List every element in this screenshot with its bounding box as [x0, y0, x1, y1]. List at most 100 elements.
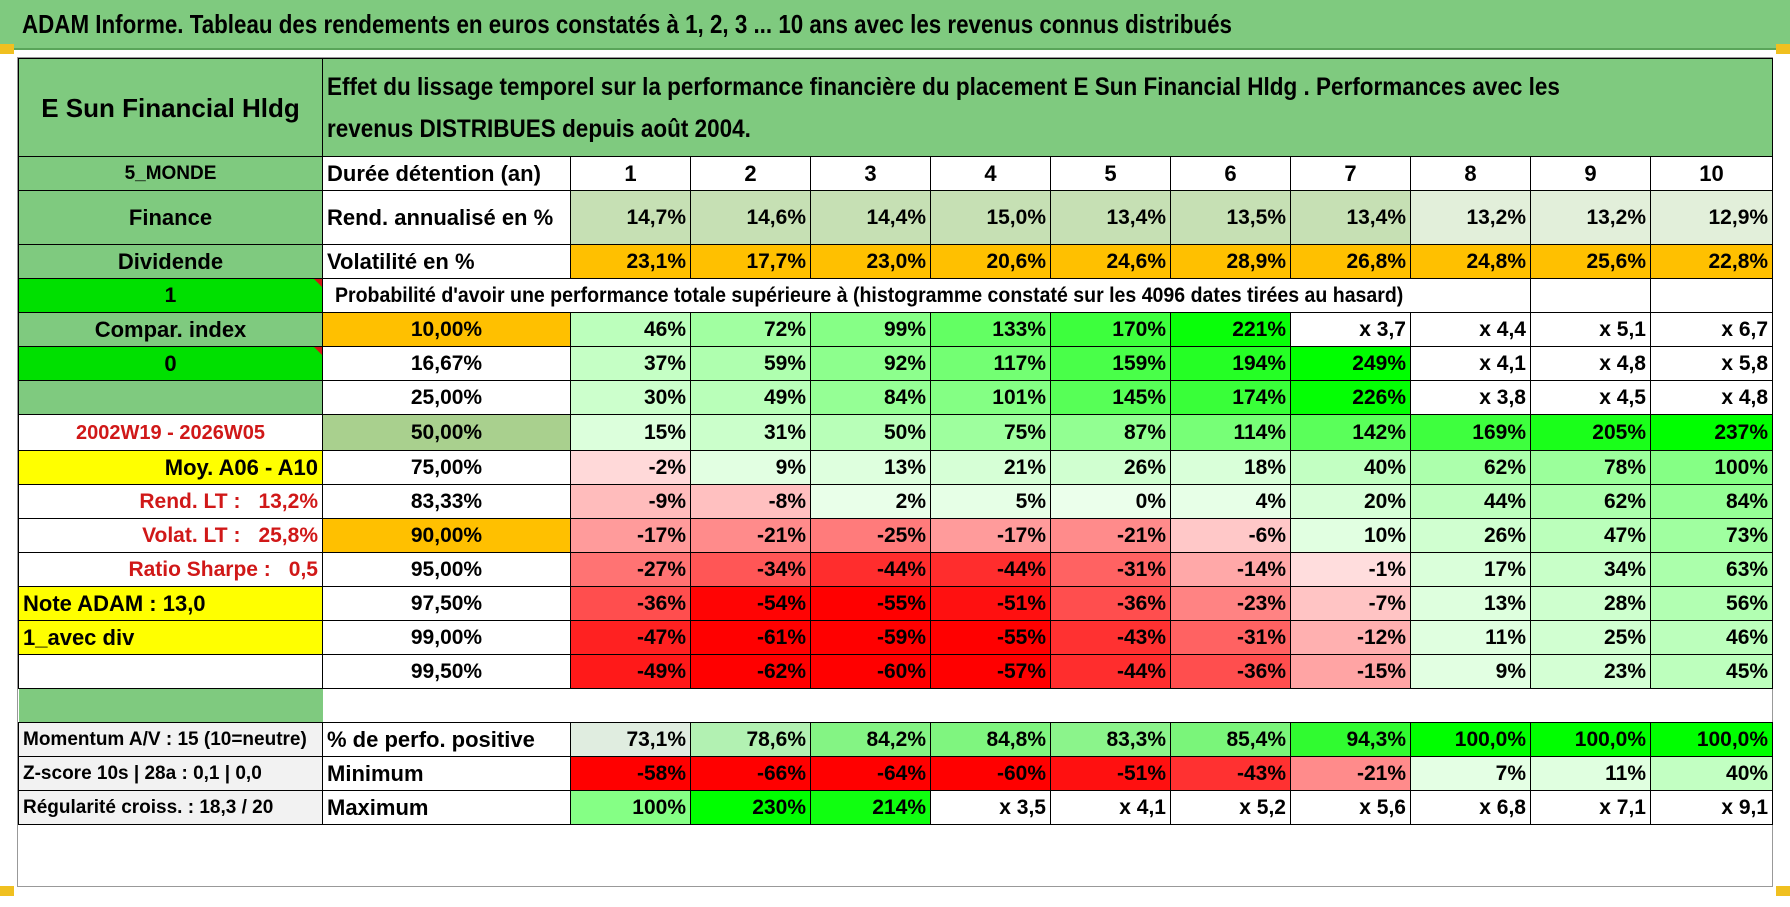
proba-value: 44% [1410, 484, 1531, 519]
proba-value: -25% [810, 518, 931, 553]
year-header: 1 [570, 156, 691, 191]
separator-left [18, 688, 323, 723]
proba-value: 142% [1290, 414, 1411, 451]
positive-value: 100,0% [1649, 722, 1774, 757]
minimum-value: 11% [1530, 756, 1651, 791]
proba-value: -31% [1170, 620, 1291, 655]
proba-value: -55% [810, 586, 931, 621]
proba-value: 2% [810, 484, 931, 519]
proba-value: x 4,8 [1530, 346, 1651, 381]
empty-cell [1530, 278, 1651, 313]
header-row: E Sun Financial Hldg Effet du lissage tem… [18, 58, 1774, 157]
proba-value: -6% [1170, 518, 1291, 553]
proba-value: -14% [1170, 552, 1291, 587]
proba-value: -43% [1050, 620, 1171, 655]
summary-row: Régularité croiss. : 18,3 / 20 Maximum 100… [18, 790, 1774, 825]
year-header: 4 [930, 156, 1051, 191]
proba-threshold: 95,00% [322, 552, 571, 587]
proba-value: -62% [690, 654, 811, 689]
proba-value: -55% [930, 620, 1051, 655]
duree-label: Durée détention (an) [322, 156, 571, 191]
proba-value: 114% [1170, 414, 1291, 451]
proba-threshold: 75,00% [322, 450, 571, 485]
separator-cell [571, 689, 691, 723]
sharpe: Ratio Sharpe : 0,5 [18, 552, 323, 587]
proba-value: -21% [690, 518, 811, 553]
proba-title-row: 1 Probabilité d'avoir une performance tot… [18, 278, 1774, 313]
proba-value: -7% [1290, 586, 1411, 621]
proba-value: 18% [1170, 450, 1291, 485]
proba-row: Moy. A06 - A10 75,00% -2% 9% 13% 21% 26% 18% 40%… [18, 450, 1774, 485]
proba-threshold: 10,00% [322, 312, 571, 347]
proba-value: 23% [1530, 654, 1651, 689]
description: Effet du lissage temporel sur la perform… [321, 58, 1774, 157]
year-header: 3 [810, 156, 931, 191]
maximum-value: 214% [810, 790, 931, 825]
proba-value: -17% [930, 518, 1051, 553]
proba-value: 117% [930, 346, 1051, 381]
corner-mark-right [1776, 44, 1790, 54]
note-adam: Note ADAM : 13,0 [18, 586, 323, 621]
proba-value: 28% [1530, 586, 1651, 621]
proba-value: 205% [1530, 414, 1651, 451]
proba-value: 99% [810, 312, 931, 347]
proba-value: 84% [810, 380, 931, 415]
proba-value: 15% [570, 414, 691, 451]
proba-value: 100% [1649, 450, 1774, 485]
minimum-label: Minimum [322, 756, 571, 791]
proba-value: 87% [1050, 414, 1171, 451]
proba-value: 46% [1649, 620, 1774, 655]
proba-value: 62% [1530, 484, 1651, 519]
vol-label: Volatilité en % [322, 244, 571, 279]
empty-cell [1649, 278, 1774, 313]
proba-value: 5% [930, 484, 1051, 519]
performance-table: E Sun Financial Hldg Effet du lissage tem… [18, 58, 1774, 825]
proba-value: 25% [1530, 620, 1651, 655]
proba-value: 50% [810, 414, 931, 451]
regularite-label: Régularité croiss. : 18,3 / 20 [18, 790, 323, 825]
separator-cell [1651, 689, 1773, 723]
proba-value: 62% [1410, 450, 1531, 485]
proba-value: 9% [690, 450, 811, 485]
proba-value: 73% [1649, 518, 1774, 553]
proba-value: -31% [1050, 552, 1171, 587]
rend-lt-label: Rend. LT : [139, 490, 241, 513]
rend-lt: Rend. LT : 13,2% [18, 484, 323, 519]
proba-threshold: 99,00% [322, 620, 571, 655]
rend-lt-value: 13,2% [258, 490, 318, 513]
corner-mark-bottom-left [0, 886, 14, 896]
proba-value: 10% [1290, 518, 1411, 553]
separator-cell [1171, 689, 1291, 723]
vol-value: 28,9% [1170, 244, 1291, 279]
vol-value: 17,7% [690, 244, 811, 279]
vol-value: 24,6% [1050, 244, 1171, 279]
proba-value: 169% [1410, 414, 1531, 451]
proba-value: 237% [1649, 414, 1774, 451]
zone-label: 5_MONDE [18, 156, 323, 191]
vol-value: 22,8% [1649, 244, 1774, 279]
flag-one: 1 [18, 278, 323, 313]
proba-value: x 3,8 [1410, 380, 1531, 415]
rend-value: 13,2% [1530, 190, 1651, 245]
proba-value: 194% [1170, 346, 1291, 381]
separator-cell [811, 689, 931, 723]
maximum-value: x 7,1 [1530, 790, 1651, 825]
vol-value: 24,8% [1410, 244, 1531, 279]
type-label: Dividende [18, 244, 323, 279]
proba-value: 174% [1170, 380, 1291, 415]
proba-value: 133% [930, 312, 1051, 347]
positive-value: 100,0% [1410, 722, 1531, 757]
proba-value: 31% [690, 414, 811, 451]
proba-value: -21% [1050, 518, 1171, 553]
year-header: 7 [1290, 156, 1411, 191]
proba-value: x 4,5 [1530, 380, 1651, 415]
sharpe-label: Ratio Sharpe : [128, 558, 271, 581]
year-header: 2 [690, 156, 811, 191]
separator-cell [691, 689, 811, 723]
sector-label: Finance [18, 190, 323, 245]
minimum-value: -51% [1050, 756, 1171, 791]
empty-label [18, 654, 323, 689]
separator-cell [1531, 689, 1651, 723]
proba-row: Compar. index 10,00% 46% 72% 99% 133% 170% 221%… [18, 312, 1774, 347]
proba-value: x 4,1 [1410, 346, 1531, 381]
